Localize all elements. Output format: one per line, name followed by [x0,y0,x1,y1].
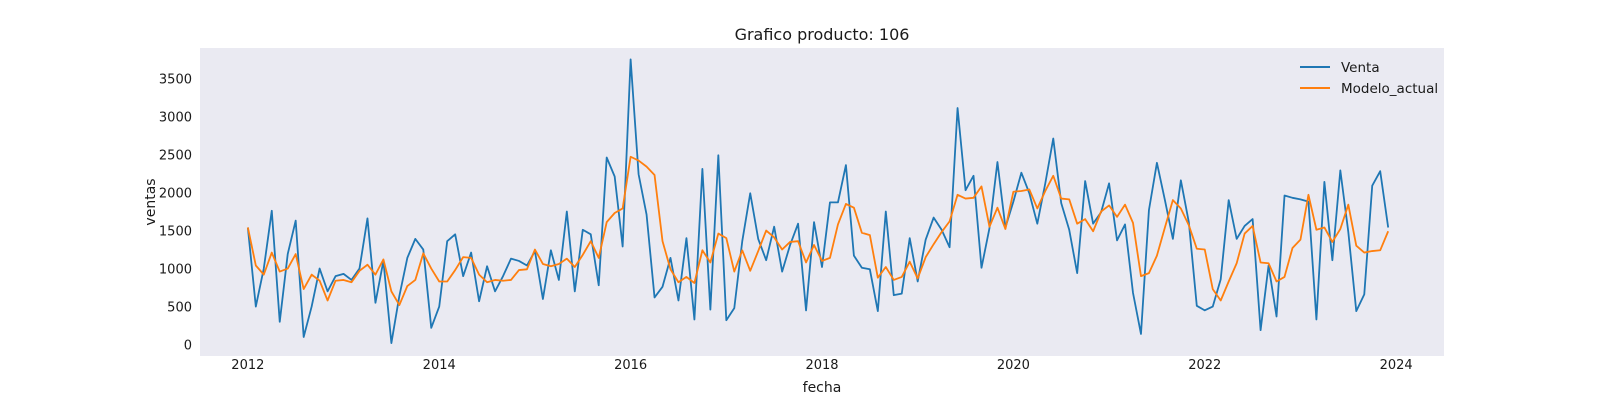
legend-label-venta: Venta [1341,60,1380,76]
series-line-venta [246,58,1390,344]
x-axis-label: fecha [803,380,842,396]
series-layer [246,58,1390,344]
y-tick-label: 500 [167,301,192,316]
legend: Venta Modelo_actual [1300,60,1438,97]
x-tick-label: 2020 [997,358,1030,373]
x-tick-label: 2016 [614,358,647,373]
x-tick-label: 2012 [231,358,264,373]
x-tick-label: 2018 [805,358,838,373]
chart-title: Grafico producto: 106 [735,25,910,44]
y-tick-label: 1500 [159,225,192,240]
y-tick-label: 3000 [159,110,192,125]
series-line-modelo-actual [246,155,1390,306]
x-tick-label: 2022 [1188,358,1221,373]
y-tick-label: 0 [184,339,192,354]
y-tick-label: 2500 [159,148,192,163]
y-tick-label: 2000 [159,186,192,201]
plot-background [200,48,1444,356]
x-tick-label: 2014 [423,358,456,373]
y-ticks: 0 500 1000 1500 2000 2500 3000 3500 [159,72,192,353]
x-ticks: 2012 2014 2016 2018 2020 2022 2024 [231,358,1412,373]
legend-label-modelo-actual: Modelo_actual [1341,81,1438,97]
y-tick-label: 3500 [159,72,192,87]
y-tick-label: 1000 [159,263,192,278]
y-axis-label: ventas [143,178,159,225]
x-tick-label: 2024 [1380,358,1413,373]
